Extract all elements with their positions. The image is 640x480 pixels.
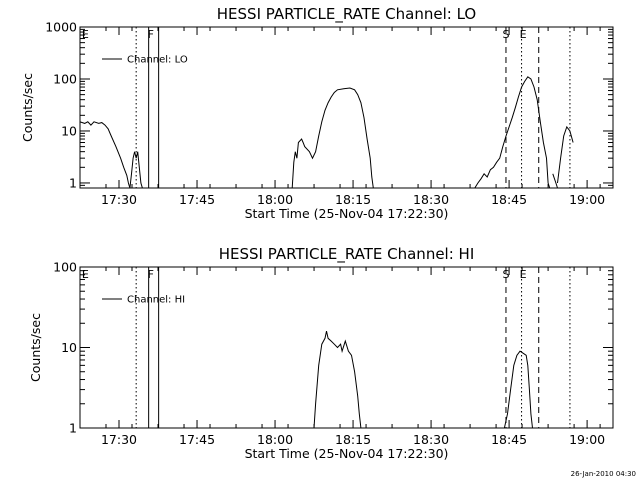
series-line-segment xyxy=(474,76,551,188)
y-tick-label: 100 xyxy=(53,260,77,275)
series-line-segment xyxy=(291,87,374,188)
x-tick-label: 19:00 xyxy=(569,432,605,447)
series-line-segment xyxy=(129,151,143,188)
series-line-segment xyxy=(313,330,362,428)
chart-title: HESSI PARTICLE_RATE Channel: HI xyxy=(219,245,475,264)
x-axis-label: Start Time (25-Nov-04 17:22:30) xyxy=(245,446,449,461)
series-line-segment xyxy=(557,125,574,184)
legend-label: Channel: HI xyxy=(127,295,185,306)
x-tick-label: 18:45 xyxy=(491,192,527,207)
chart-panel-hi: HESSI PARTICLE_RATE Channel: HIE F S E17:30… xyxy=(28,245,614,461)
marker-label: F xyxy=(148,268,154,281)
x-tick-label: 17:45 xyxy=(179,192,215,207)
y-tick-label: 10 xyxy=(61,340,77,355)
chart-panel-lo: HESSI PARTICLE_RATE Channel: LOE F S E17:30… xyxy=(20,5,614,221)
x-tick-label: 19:00 xyxy=(569,192,605,207)
y-axis-label: Counts/sec xyxy=(20,73,35,142)
marker-label: E xyxy=(520,268,527,281)
x-tick-label: 18:30 xyxy=(413,192,449,207)
y-tick-label: 100 xyxy=(53,71,77,86)
marker-label: S xyxy=(502,268,509,281)
y-tick-label: 1 xyxy=(69,421,77,436)
legend-label: Channel: LO xyxy=(127,55,188,66)
x-tick-label: 18:15 xyxy=(335,192,371,207)
plot-frame xyxy=(79,266,614,429)
x-tick-label: 18:00 xyxy=(257,192,293,207)
x-tick-label: 17:45 xyxy=(179,432,215,447)
marker-label: E xyxy=(520,28,527,41)
x-tick-label: 17:30 xyxy=(101,432,137,447)
marker-label: F xyxy=(148,28,154,41)
marker-label: E xyxy=(82,268,89,281)
y-axis-label: Counts/sec xyxy=(28,313,43,382)
marker-label: S xyxy=(502,28,509,41)
series-line-segment xyxy=(80,121,131,188)
x-tick-label: 17:30 xyxy=(101,192,137,207)
x-tick-label: 18:15 xyxy=(335,432,371,447)
x-axis-label: Start Time (25-Nov-04 17:22:30) xyxy=(245,206,449,221)
y-tick-label: 1 xyxy=(69,175,77,190)
plot-frame xyxy=(79,26,614,189)
series-line-segment xyxy=(552,173,558,188)
series-line-segment xyxy=(503,350,533,428)
chart-title: HESSI PARTICLE_RATE Channel: LO xyxy=(217,5,476,24)
y-tick-label: 1000 xyxy=(45,20,77,35)
x-tick-label: 18:30 xyxy=(413,432,449,447)
x-tick-label: 18:45 xyxy=(491,432,527,447)
marker-label: E xyxy=(82,28,89,41)
y-tick-label: 10 xyxy=(61,123,77,138)
x-tick-label: 18:00 xyxy=(257,432,293,447)
plot-timestamp: 26-Jan-2010 04:30 xyxy=(570,470,636,478)
